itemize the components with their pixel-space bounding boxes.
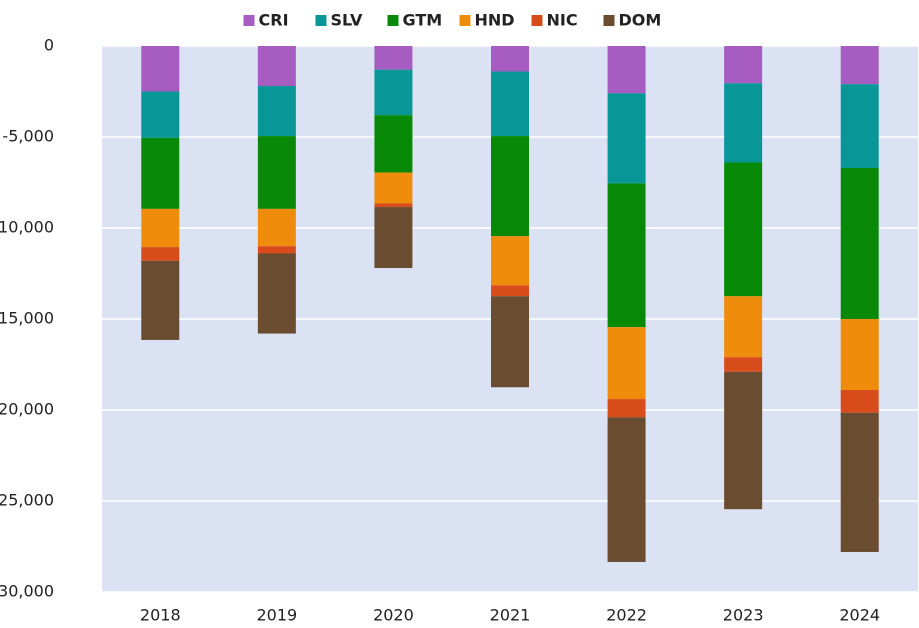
bar-segment xyxy=(491,71,529,137)
x-tick-label: 2018 xyxy=(140,606,181,625)
bar-segment xyxy=(840,46,879,85)
y-tick-label: -10,000 xyxy=(0,218,54,237)
bar-segment xyxy=(607,93,646,184)
bar-segment xyxy=(840,389,879,413)
bar-segment xyxy=(141,91,180,138)
bar-segment xyxy=(840,319,879,390)
y-tick-label: -5,000 xyxy=(2,127,54,146)
bar-segment xyxy=(374,172,413,204)
bar-segment xyxy=(607,46,646,94)
y-tick-label: -30,000 xyxy=(0,582,54,601)
bar-segment xyxy=(141,46,180,92)
legend-swatch xyxy=(243,15,255,26)
bar-segment xyxy=(141,260,180,340)
bar-segment xyxy=(491,46,529,72)
bar-segment xyxy=(374,46,413,70)
bar-segment xyxy=(257,253,296,334)
y-tick-label: 0 xyxy=(44,36,54,55)
legend-label: DOM xyxy=(619,11,662,30)
bar-segment xyxy=(491,296,529,388)
bar-segment xyxy=(724,357,763,372)
legend-swatch xyxy=(387,15,399,26)
x-tick-label: 2019 xyxy=(256,606,297,625)
bar-segment xyxy=(374,115,413,173)
bar-segment xyxy=(141,208,180,248)
bar-segment xyxy=(724,83,763,163)
y-tick-label: -20,000 xyxy=(0,400,54,419)
bar-segment xyxy=(607,399,646,418)
bar-segment xyxy=(491,136,529,237)
bar-segment xyxy=(724,162,763,297)
bar-segment xyxy=(840,412,879,552)
bar-segment xyxy=(491,236,529,286)
bar-segment xyxy=(374,69,413,116)
x-tick-label: 2022 xyxy=(606,606,647,625)
bar-segment xyxy=(724,46,763,84)
bar-segment xyxy=(257,46,296,87)
legend-label: NIC xyxy=(547,11,578,30)
bar-segment xyxy=(607,417,646,562)
bar-segment xyxy=(257,246,296,254)
legend-swatch xyxy=(531,15,543,26)
legend-label: HND xyxy=(475,11,515,30)
y-tick-label: -15,000 xyxy=(0,309,54,328)
legend-swatch xyxy=(315,15,327,26)
bar-segment xyxy=(491,285,529,297)
x-tick-label: 2024 xyxy=(839,606,880,625)
y-tick-label: -25,000 xyxy=(0,491,54,510)
legend-swatch xyxy=(459,15,471,26)
bar-segment xyxy=(374,207,413,269)
bar-segment xyxy=(141,247,180,261)
legend-label: CRI xyxy=(259,11,289,30)
legend-label: GTM xyxy=(403,11,443,30)
bar-segment xyxy=(257,86,296,137)
x-tick-label: 2020 xyxy=(373,606,414,625)
bar-segment xyxy=(724,296,763,358)
bar-segment xyxy=(141,137,180,209)
bar-segment xyxy=(257,208,296,247)
bar-segment xyxy=(607,183,646,328)
bar-segment xyxy=(257,136,296,209)
x-tick-label: 2023 xyxy=(723,606,764,625)
x-tick-label: 2021 xyxy=(490,606,531,625)
legend-swatch xyxy=(603,15,615,26)
legend-label: SLV xyxy=(331,11,364,30)
bar-segment xyxy=(607,327,646,400)
bar-segment xyxy=(374,203,413,208)
bar-segment xyxy=(840,84,879,168)
bar-segment xyxy=(840,167,879,319)
bar-segment xyxy=(724,371,763,510)
